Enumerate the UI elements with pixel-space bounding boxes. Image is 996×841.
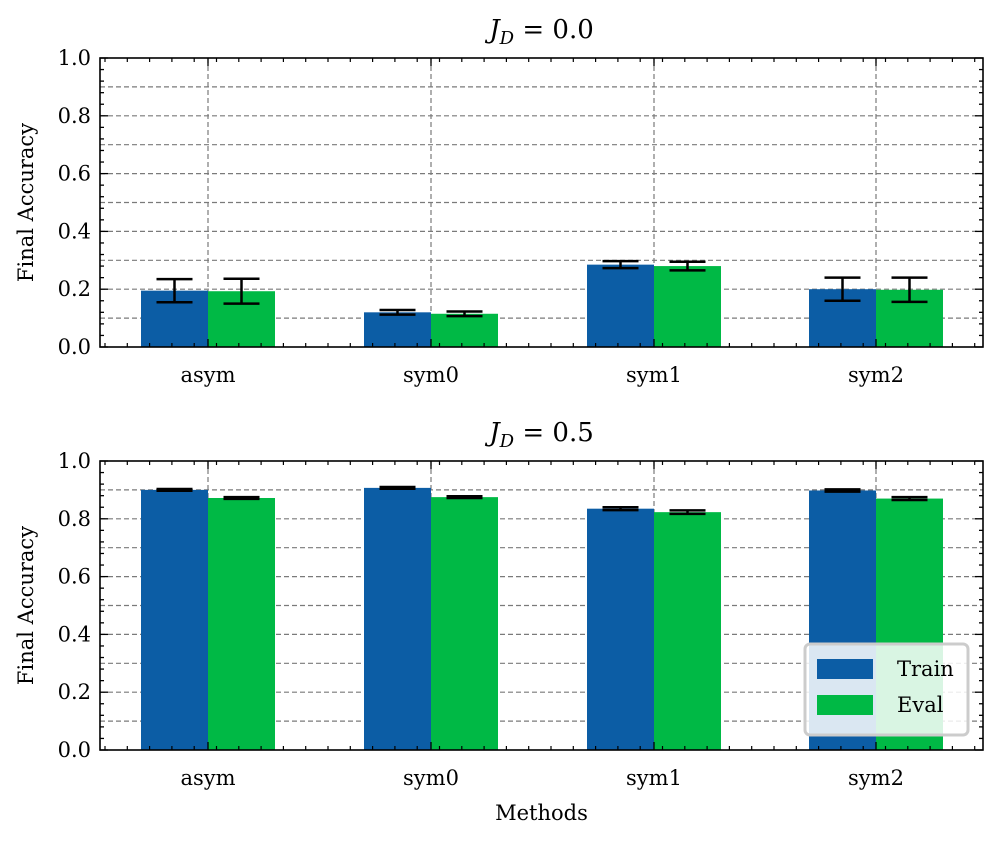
chart-title: JD = 0.5 [484,418,594,452]
y-tick-label: 1.0 [58,46,91,70]
bar-train-sym0 [364,487,431,750]
bar-train-sym1 [587,264,654,347]
y-tick-label: 0.6 [58,565,91,589]
y-tick-label: 0.0 [58,335,91,359]
y-tick-label: 0.4 [58,219,91,243]
axes-frame [99,57,984,348]
bar-eval-asym [208,497,275,750]
legend-swatch-eval [817,695,873,715]
bar-eval-sym1 [654,512,721,750]
axes-frame [99,460,984,751]
y-tick-label: 1.0 [58,449,91,473]
x-tick-label-sym0: sym0 [403,766,459,790]
y-tick-label: 0.4 [58,622,91,646]
chart-title: JD = 0.0 [484,15,594,49]
y-tick-label: 0.0 [58,738,91,762]
y-tick-label: 0.8 [58,104,91,128]
y-axis-label: Final Accuracy [14,526,38,685]
chart-panel-1: 0.0 0.2 0.4 0.6 0.8 1.0 asym sym0 sym1 sym2 JD = 0… [14,15,984,387]
bar-train-sym1 [587,508,654,750]
bar-train-asym [141,489,208,750]
x-tick-label-asym: asym [180,766,235,790]
y-tick-label: 0.2 [58,680,91,704]
legend-label-eval: Eval [897,693,944,717]
chart-panel-2: 0.0 0.2 0.4 0.6 0.8 1.0 asym sym0 sym1 sym2 JD = 0… [14,418,984,825]
x-tick-label-sym2: sym2 [848,363,904,387]
x-tick-label-sym0: sym0 [403,363,459,387]
x-tick-label-sym1: sym1 [626,766,682,790]
x-tick-label-sym2: sym2 [848,766,904,790]
y-tick-label: 0.8 [58,507,91,531]
y-axis-label: Final Accuracy [14,123,38,282]
y-tick-label: 0.6 [58,162,91,186]
bar-eval-sym0 [431,313,498,347]
x-tick-label-asym: asym [180,363,235,387]
x-tick-label-sym1: sym1 [626,363,682,387]
bar-eval-sym1 [654,266,721,347]
legend-label-train: Train [897,657,954,681]
x-axis-label: Methods [495,801,588,825]
legend-swatch-train [817,659,873,679]
legend: Train Eval [803,642,970,737]
bar-train-sym0 [364,312,431,347]
bar-eval-sym0 [431,497,498,750]
y-tick-label: 0.2 [58,277,91,301]
